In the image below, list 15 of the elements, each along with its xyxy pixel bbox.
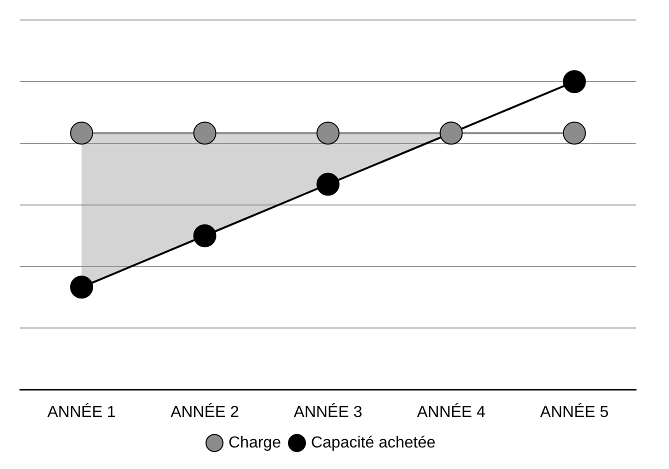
x-tick-label: ANNÉE 2	[170, 402, 240, 421]
point	[562, 70, 586, 94]
point	[193, 224, 216, 248]
legend-label: Capacité achetée	[310, 434, 436, 452]
point	[193, 122, 216, 145]
point	[316, 122, 340, 145]
x-tick-label: ANNÉE 3	[294, 402, 362, 421]
point	[562, 122, 586, 145]
legend-label: Charge	[228, 434, 282, 452]
point	[316, 172, 340, 196]
x-tick-label: ANNÉE 5	[540, 402, 609, 421]
x-tick-label: ANNÉE 4	[416, 402, 486, 421]
x-tick-label: ANNÉE 1	[47, 402, 116, 421]
point	[70, 276, 94, 299]
point	[70, 122, 94, 145]
